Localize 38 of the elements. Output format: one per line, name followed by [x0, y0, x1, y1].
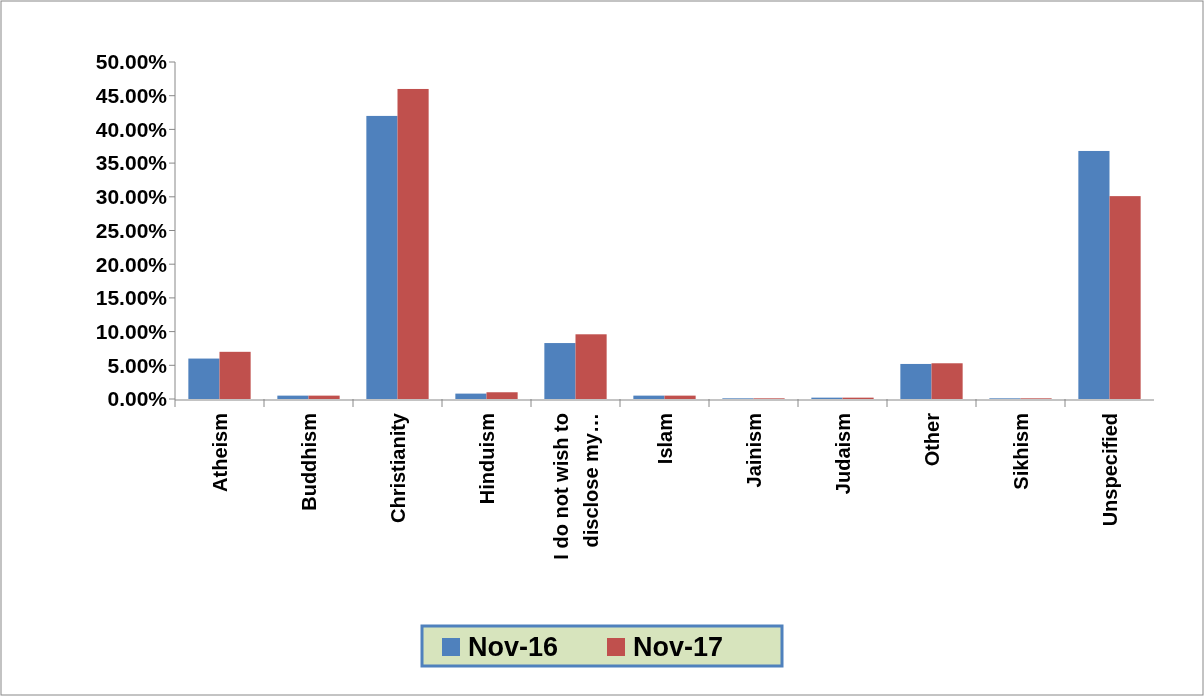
bar [1078, 150, 1110, 399]
y-tick-label: 30.00% [95, 185, 168, 209]
bar [277, 395, 309, 399]
y-tick-label: 0.00% [107, 387, 168, 411]
x-tick-label: Christianity [386, 412, 409, 524]
legend-label: Nov-16 [468, 632, 559, 663]
bar [544, 343, 576, 399]
bar [486, 392, 518, 399]
x-tick-label: Jainism [742, 413, 765, 488]
bar [633, 395, 665, 399]
x-tick-label: Islam [653, 413, 676, 465]
y-tick-label: 45.00% [95, 84, 168, 108]
x-tick-label: I do not wish to disclose my… [549, 413, 602, 560]
y-tick-label: 25.00% [95, 218, 168, 242]
y-tick-label: 35.00% [95, 151, 168, 175]
x-tick-label: Judaism [831, 413, 854, 495]
x-tick-label: Unspecified [1098, 413, 1121, 527]
x-tick-label: Sikhism [1009, 413, 1032, 490]
bar [1109, 196, 1141, 399]
x-tick-label: Hinduism [475, 413, 498, 505]
bar [900, 363, 932, 399]
x-tick-label: Buddhism [297, 413, 320, 511]
bar [575, 334, 607, 399]
y-tick-label: 20.00% [95, 252, 168, 276]
bar [366, 115, 398, 399]
bar [931, 363, 963, 399]
y-tick-label: 40.00% [95, 117, 168, 141]
bar [455, 393, 487, 399]
y-tick-label: 10.00% [95, 319, 168, 343]
y-tick-label: 50.00% [95, 50, 168, 74]
x-tick-label: Other [920, 412, 943, 467]
x-tick-label: Atheism [208, 413, 231, 492]
bar [188, 358, 220, 399]
bar [397, 88, 429, 399]
legend-label: Nov-17 [633, 632, 724, 663]
y-tick-label: 5.00% [107, 353, 168, 377]
y-tick-label: 15.00% [95, 286, 168, 310]
bar [219, 351, 251, 399]
